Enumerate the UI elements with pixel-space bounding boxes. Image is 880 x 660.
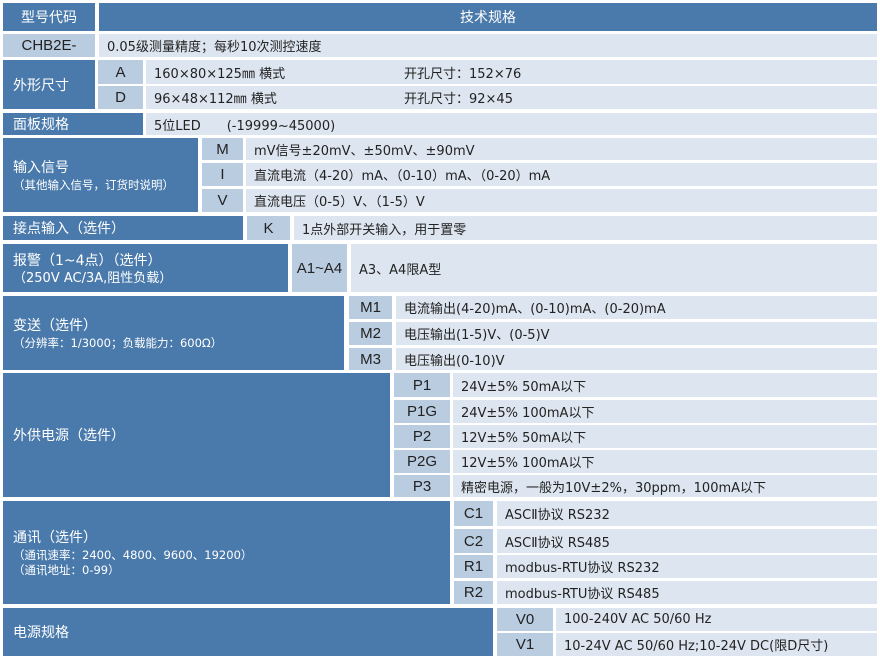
alarm-desc: A3、A4限A型 (351, 244, 877, 292)
input-desc: 直流电压（0-5）V、（1-5）V (246, 189, 877, 212)
comm-desc: modbus-RTU协议 RS232 (497, 555, 877, 578)
dimensions-desc: 96×48×112㎜ 横式 (154, 92, 277, 107)
header-model-code: 型号代码 (3, 3, 95, 31)
power-label: 电源规格 (3, 608, 493, 656)
aux-power-desc: 12V±5% 100mA以下 (453, 450, 877, 473)
dimensions-code: D (98, 86, 143, 109)
power-code: V1 (497, 633, 553, 656)
aux-power-label: 外供电源（选件） (3, 373, 390, 497)
transmit-desc: 电压输出(0-10)V (396, 348, 877, 370)
dimensions-code: A (98, 60, 143, 84)
contact-code: K (247, 216, 290, 240)
comm-desc: ASCⅡ协议 RS485 (497, 529, 877, 553)
dimensions-row: 96×48×112㎜ 横式 开孔尺寸：92×45 (146, 86, 877, 109)
aux-power-desc: 精密电源，一般为10V±2%，30ppm，100mA以下 (453, 475, 877, 497)
comm-desc: modbus-RTU协议 RS485 (497, 581, 877, 604)
input-desc: mV信号±20mV、±50mV、±90mV (246, 138, 877, 160)
alarm-note: （250V AC/3A,阻性负载） (13, 270, 173, 286)
comm-code: C2 (454, 529, 493, 553)
transmit-desc: 电流输出(4-20)mA、(0-10)mA、(0-20)mA (396, 296, 877, 319)
transmit-note: （分辨率：1/3000；负载能力：600Ω） (13, 335, 223, 350)
input-note: （其他输入信号，订货时说明） (13, 177, 174, 192)
base-code: CHB2E- (3, 34, 95, 57)
header-spec: 技术规格 (99, 3, 877, 31)
transmit-code: M3 (349, 348, 392, 370)
transmit-desc: 电压输出(1-5)V、(0-5)V (396, 322, 877, 345)
comm-code: R2 (454, 581, 493, 604)
input-desc: 直流电流（4-20）mA、（0-10）mA、（0-20）mA (246, 163, 877, 186)
panel-desc: 5位LED (-19999~45000) (146, 113, 877, 135)
dimensions-desc: 160×80×125㎜ 横式 (154, 66, 286, 82)
aux-power-code: P2 (394, 425, 450, 448)
panel-label: 面板规格 (3, 113, 143, 135)
comm-label: 通讯（选件） (13, 529, 97, 546)
alarm-label: 报警（1~4点）（选件） (13, 252, 162, 269)
power-code: V0 (497, 608, 553, 631)
input-code: V (202, 189, 243, 212)
comm-code: C1 (454, 501, 493, 526)
comm-note-baud: （通讯速率：2400、4800、9600、19200） (13, 547, 253, 562)
dimensions-label: 外形尺寸 (3, 60, 95, 109)
dimensions-cutout: 开孔尺寸：152×76 (404, 66, 522, 82)
contact-label: 接点输入（选件） (3, 216, 243, 240)
comm-code: R1 (454, 555, 493, 578)
dimensions-cutout: 开孔尺寸：92×45 (404, 92, 513, 107)
input-label-cell: 输入信号 （其他输入信号，订货时说明） (3, 138, 198, 212)
aux-power-code: P1G (394, 400, 450, 423)
transmit-code: M1 (349, 296, 392, 319)
power-desc: 100-240V AC 50/60 Hz (556, 608, 877, 631)
dimensions-row: 160×80×125㎜ 横式 开孔尺寸：152×76 (146, 60, 877, 84)
contact-desc: 1点外部开关输入，用于置零 (294, 216, 877, 240)
comm-note-address: （通讯地址：0-99） (13, 562, 120, 577)
transmit-code: M2 (349, 322, 392, 345)
alarm-code: A1~A4 (292, 244, 347, 292)
input-code: I (202, 163, 243, 186)
aux-power-desc: 24V±5% 100mA以下 (453, 400, 877, 423)
aux-power-desc: 12V±5% 50mA以下 (453, 425, 877, 448)
aux-power-code: P3 (394, 475, 450, 497)
input-label: 输入信号 (13, 159, 69, 176)
aux-power-desc: 24V±5% 50mA以下 (453, 373, 877, 397)
input-code: M (202, 138, 243, 160)
comm-desc: ASCⅡ协议 RS232 (497, 501, 877, 526)
base-desc: 0.05级测量精度；每秒10次测控速度 (99, 34, 877, 57)
comm-label-cell: 通讯（选件） （通讯速率：2400、4800、9600、19200） （通讯地址… (3, 501, 450, 604)
aux-power-code: P2G (394, 450, 450, 473)
transmit-label: 变送（选件） (13, 317, 97, 334)
aux-power-code: P1 (394, 373, 450, 397)
alarm-label-cell: 报警（1~4点）（选件） （250V AC/3A,阻性负载） (3, 244, 288, 292)
transmit-label-cell: 变送（选件） （分辨率：1/3000；负载能力：600Ω） (3, 296, 344, 370)
power-desc: 10-24V AC 50/60 Hz;10-24V DC(限D尺寸) (556, 633, 877, 656)
